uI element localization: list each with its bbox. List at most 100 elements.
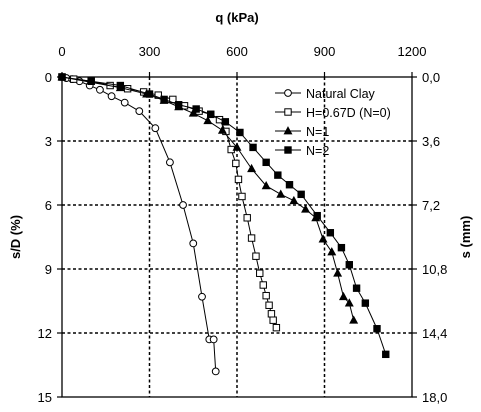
data-point [382, 350, 390, 359]
data-point [120, 98, 129, 107]
x-tick-label: 0 [58, 44, 65, 59]
data-point [349, 315, 359, 324]
data-point [209, 335, 218, 344]
data-point [243, 214, 251, 222]
data-point [326, 229, 335, 237]
y2-tick-label: 3,6 [422, 134, 440, 149]
data-point [338, 291, 348, 301]
series-0 [58, 73, 220, 376]
data-point [166, 158, 174, 167]
data-point [107, 92, 116, 101]
data-point [269, 316, 277, 324]
y-tick-label: 6 [45, 198, 52, 213]
data-point [361, 299, 370, 307]
data-point [189, 239, 198, 248]
legend-marker [284, 108, 292, 116]
y2-tick-label: 10,8 [422, 262, 447, 277]
data-point [318, 234, 328, 243]
data-point [285, 181, 294, 189]
x-tick-label: 900 [314, 44, 336, 59]
y2-tick-label: 14,4 [422, 326, 447, 341]
series-line [61, 76, 277, 328]
data-point [96, 85, 104, 94]
y2-tick-label: 0,0 [422, 70, 440, 85]
data-point [234, 175, 243, 184]
data-point [352, 284, 361, 292]
axis-ticks: 0 300 600 900 1200 0 0,0 3 3,6 6 7,2 9 10,8 12 14,4 15 1… [38, 44, 448, 405]
data-point [221, 118, 230, 126]
data-point [373, 325, 381, 333]
legend-label: H=0.67D (N=0) [306, 106, 391, 120]
data-point [259, 281, 267, 289]
data-point [252, 252, 260, 260]
series-1 [58, 73, 281, 332]
data-point [337, 243, 346, 252]
legend-label: N=2 [306, 144, 329, 158]
x-tick-label: 1200 [398, 44, 427, 59]
data-point [192, 105, 200, 113]
data-point [203, 115, 213, 125]
y-tick-label: 12 [38, 326, 52, 341]
data-point [198, 292, 206, 301]
data-point [211, 367, 220, 376]
y-tick-label: 0 [45, 70, 52, 85]
legend-label: Natural Clay [306, 87, 376, 101]
data-point [261, 180, 271, 190]
x-axis-title: q (kPa) [215, 10, 258, 25]
data-point [272, 323, 281, 332]
data-point [301, 204, 311, 213]
data-point [207, 110, 215, 119]
legend-label: N=1 [306, 125, 329, 139]
data-point [247, 163, 257, 173]
data-point [236, 128, 244, 137]
data-point [87, 77, 95, 85]
legend-marker [284, 146, 292, 154]
series-3 [58, 73, 390, 359]
data-point [289, 195, 299, 205]
data-point [151, 124, 160, 133]
data-point [276, 189, 286, 198]
legend-marker [283, 126, 293, 135]
legend-marker [284, 89, 292, 97]
x-tick-label: 600 [226, 44, 248, 59]
data-point [188, 108, 198, 117]
data-point [333, 268, 343, 277]
y2-axis-title: s (mm) [458, 216, 473, 259]
data-point [160, 95, 168, 104]
data-point [345, 261, 353, 269]
y-tick-label: 9 [45, 262, 52, 277]
series-group [57, 72, 390, 376]
data-point [116, 81, 125, 90]
data-point [344, 298, 354, 307]
data-point [247, 234, 256, 242]
y-tick-label: 15 [38, 390, 52, 405]
data-point [135, 107, 144, 116]
x-tick-label: 300 [139, 44, 161, 59]
data-point [174, 101, 183, 109]
data-point [232, 142, 242, 151]
y2-tick-label: 18,0 [422, 390, 447, 405]
data-point [297, 190, 305, 199]
legend: Natural Clay H=0.67D (N=0) N=1 N=2 [275, 87, 391, 158]
data-point [274, 171, 282, 179]
data-point [265, 301, 273, 309]
y-axis-title: s/D (%) [8, 215, 23, 259]
data-point [217, 125, 227, 134]
data-point [238, 192, 246, 201]
data-point [262, 158, 270, 167]
data-point [262, 291, 270, 300]
series-line [61, 76, 217, 372]
data-point [327, 247, 337, 256]
data-point [267, 310, 276, 318]
data-point [179, 201, 187, 209]
grid [62, 77, 412, 397]
data-point [313, 211, 321, 220]
data-point [256, 269, 264, 277]
y-tick-label: 3 [45, 134, 52, 149]
data-point [249, 143, 257, 152]
data-point [58, 73, 66, 81]
data-point [232, 159, 240, 168]
data-point [145, 90, 154, 98]
